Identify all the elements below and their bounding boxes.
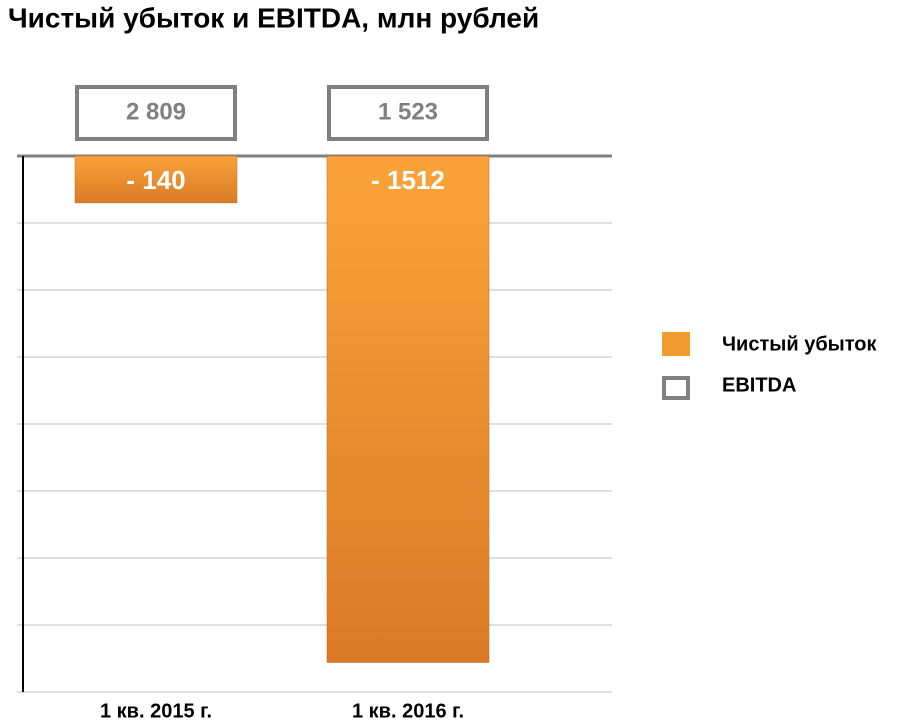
legend-label: EBITDA	[722, 374, 796, 396]
legend-swatch	[662, 332, 690, 356]
bar	[74, 155, 238, 204]
value-label: - 1512	[371, 165, 445, 195]
legend-label: Чистый убыток	[722, 333, 878, 355]
ebitda-box	[75, 85, 237, 141]
bar	[326, 155, 490, 663]
x-tick-label: 1 кв. 2015 г.	[100, 700, 212, 722]
legend-swatch	[662, 376, 690, 400]
value-label: 2 809	[126, 98, 186, 125]
value-label: - 140	[126, 165, 185, 195]
ebitda-box	[327, 85, 489, 141]
chart-title: Чистый убыток и EBITDA, млн рублей	[8, 2, 539, 33]
x-tick-label: 1 кв. 2016 г.	[352, 700, 464, 722]
value-label: 1 523	[378, 98, 438, 125]
